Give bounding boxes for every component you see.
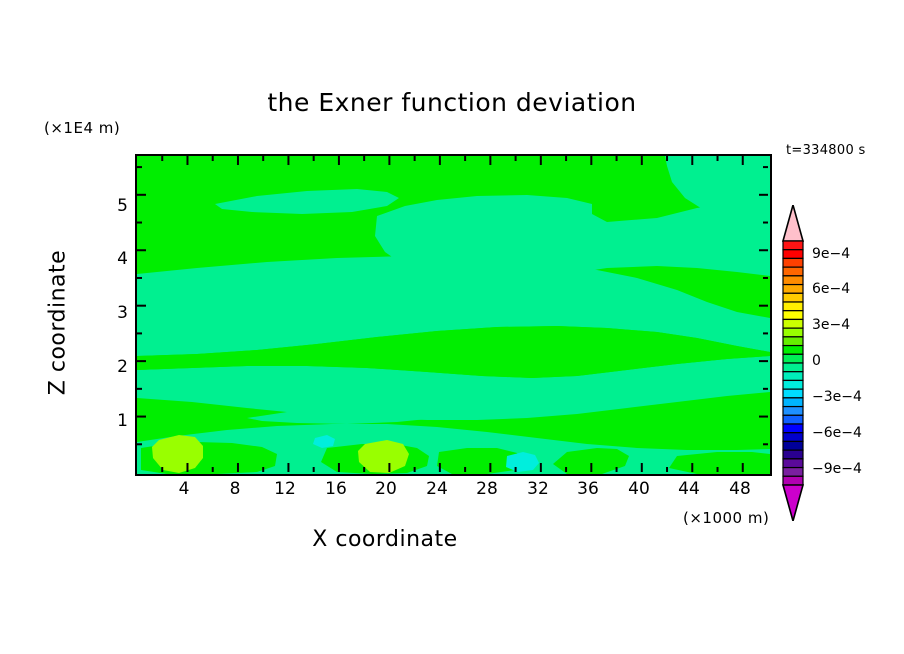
colorbar-tick-label: 9e−4 [812, 246, 851, 262]
colorbar-band [782, 275, 804, 286]
colorbar-band [782, 449, 804, 460]
colorbar-band [782, 344, 804, 355]
colorbar-band [782, 466, 804, 477]
y-tick-label: 4 [117, 249, 128, 269]
x-tick-label: 4 [178, 479, 190, 499]
contour-band-sg-3 [137, 256, 770, 356]
colorbar-band [782, 257, 804, 268]
x-tick-label: 8 [229, 479, 241, 499]
y-tick-label: 1 [117, 411, 128, 431]
contour-band-cyan-min [506, 452, 539, 472]
contour-band-yellowgreen-center [358, 440, 409, 473]
colorbar-graphic [781, 202, 805, 524]
contour-band-yellowgreen-left [152, 435, 203, 473]
colorbar-bands [782, 240, 804, 486]
y-tick-label: 5 [117, 196, 128, 216]
page-title: the Exner function deviation [267, 88, 637, 117]
contour-band-sg-1 [215, 189, 399, 214]
y-tick-label: 3 [117, 303, 128, 323]
x-axis-title: X coordinate [312, 527, 458, 552]
colorbar-tick-label: −6e−4 [812, 425, 862, 441]
colorbar-band [782, 440, 804, 451]
x-axis-unit-label: (×1000 m) [683, 509, 770, 527]
x-tick-label: 20 [375, 479, 397, 499]
x-tick-label: 40 [628, 479, 650, 499]
contour-band-sg-5 [247, 405, 447, 424]
x-tick-label: 28 [476, 479, 498, 499]
x-tick-label: 48 [729, 479, 751, 499]
y-axis-title: Z coordinate [45, 249, 71, 396]
colorbar-band [782, 475, 804, 486]
colorbar-band [782, 423, 804, 434]
colorbar-band [782, 379, 804, 390]
colorbar-band [782, 292, 804, 303]
contour-band-bg-low-3 [437, 448, 523, 474]
colorbar-tick-label: −3e−4 [812, 389, 862, 405]
colorbar-band [782, 240, 804, 251]
colorbar-band [782, 283, 804, 294]
colorbar-tick-label: 0 [812, 353, 821, 369]
colorbar-band [782, 336, 804, 347]
colorbar-band [782, 414, 804, 425]
colorbar-band [782, 432, 804, 443]
colorbar [781, 202, 805, 524]
x-tick-label: 24 [426, 479, 448, 499]
contour-field [137, 156, 770, 474]
colorbar-tick-label: 6e−4 [812, 281, 851, 297]
colorbar-tick-label: 3e−4 [812, 317, 851, 333]
y-axis-unit-label: (×1E4 m) [44, 119, 121, 137]
colorbar-band [782, 397, 804, 408]
colorbar-band [782, 458, 804, 469]
colorbar-bottom-arrow [781, 484, 805, 524]
colorbar-band [782, 353, 804, 364]
colorbar-band [782, 318, 804, 329]
colorbar-band [782, 405, 804, 416]
colorbar-band [782, 371, 804, 382]
x-tick-label: 36 [577, 479, 599, 499]
colorbar-tick-label: −9e−4 [812, 461, 862, 477]
contour-band-cyan-min-2 [313, 435, 335, 448]
contour-band-bg-low-4 [553, 448, 629, 474]
contour-plot-area [135, 154, 772, 476]
colorbar-band [782, 301, 804, 312]
x-tick-label: 44 [678, 479, 700, 499]
colorbar-band [782, 327, 804, 338]
colorbar-band [782, 249, 804, 260]
y-tick-label: 2 [117, 357, 128, 377]
x-tick-label: 32 [527, 479, 549, 499]
contour-band-bg-mid [137, 326, 770, 378]
contour-band-bg-low-5 [669, 452, 770, 474]
colorbar-band [782, 362, 804, 373]
colorbar-band [782, 266, 804, 277]
contour-band-sg-4 [137, 356, 770, 420]
timestamp-label: t=334800 s [786, 143, 866, 158]
colorbar-top-arrow [781, 202, 805, 242]
x-tick-label: 12 [274, 479, 296, 499]
colorbar-band [782, 388, 804, 399]
colorbar-band [782, 310, 804, 321]
x-tick-label: 16 [325, 479, 347, 499]
